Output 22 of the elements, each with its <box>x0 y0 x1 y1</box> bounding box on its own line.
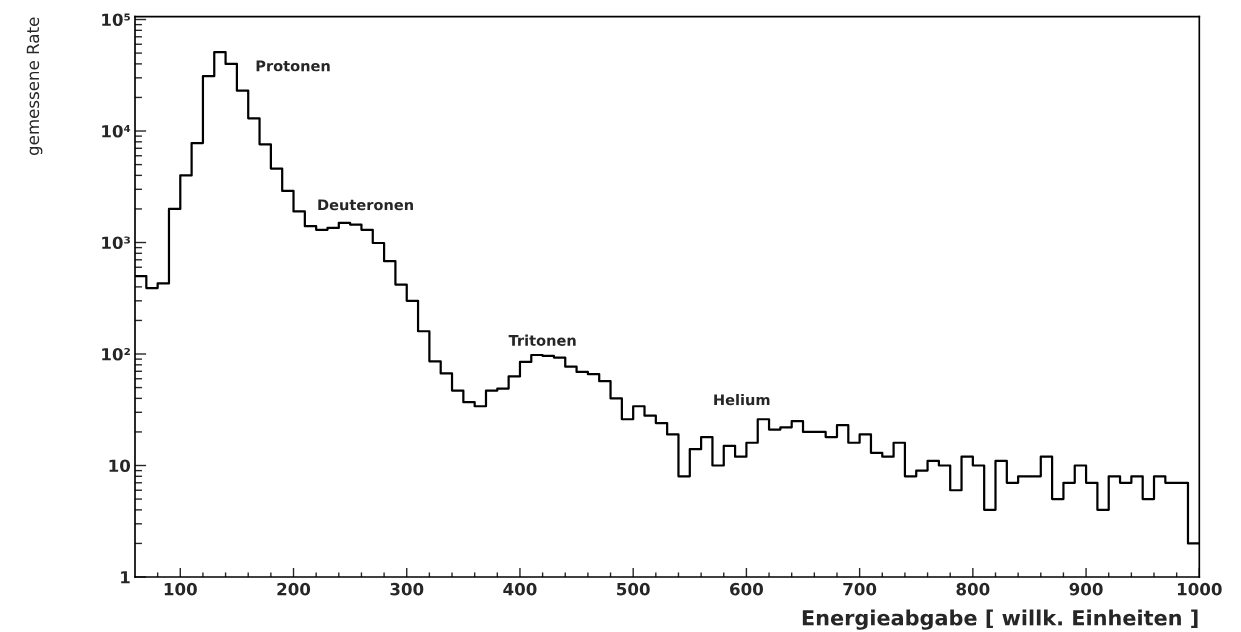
x-tick-label: 200 <box>277 582 311 596</box>
x-tick-label: 900 <box>1069 582 1103 596</box>
x-tick-label: 100 <box>164 582 197 596</box>
y-tick-label: 10 <box>109 459 131 473</box>
x-axis-title: Energieabgabe [ willk. Einheiten ] <box>802 609 1198 630</box>
x-tick-label: 600 <box>730 582 763 596</box>
x-tick-label: 800 <box>956 582 990 596</box>
y-tick-label: 10² <box>102 347 130 361</box>
y-tick-label: 1 <box>121 571 130 584</box>
x-tick-label: 500 <box>617 582 650 596</box>
annotation: Protonen <box>256 60 330 72</box>
annotation: Helium <box>714 394 770 406</box>
x-tick-label: 1000 <box>1177 582 1222 596</box>
y-tick-label: 10⁴ <box>102 124 131 138</box>
x-tick-label: 700 <box>843 582 877 596</box>
x-tick-label: 400 <box>503 582 537 596</box>
y-tick-label: 10⁵ <box>102 13 130 27</box>
annotation: Deuteronen <box>318 199 413 211</box>
x-tick-label: 300 <box>390 582 424 596</box>
annotation: Tritonen <box>508 334 576 346</box>
y-axis-title: gemessene Rate <box>26 17 43 156</box>
y-tick-label: 10³ <box>102 236 130 250</box>
